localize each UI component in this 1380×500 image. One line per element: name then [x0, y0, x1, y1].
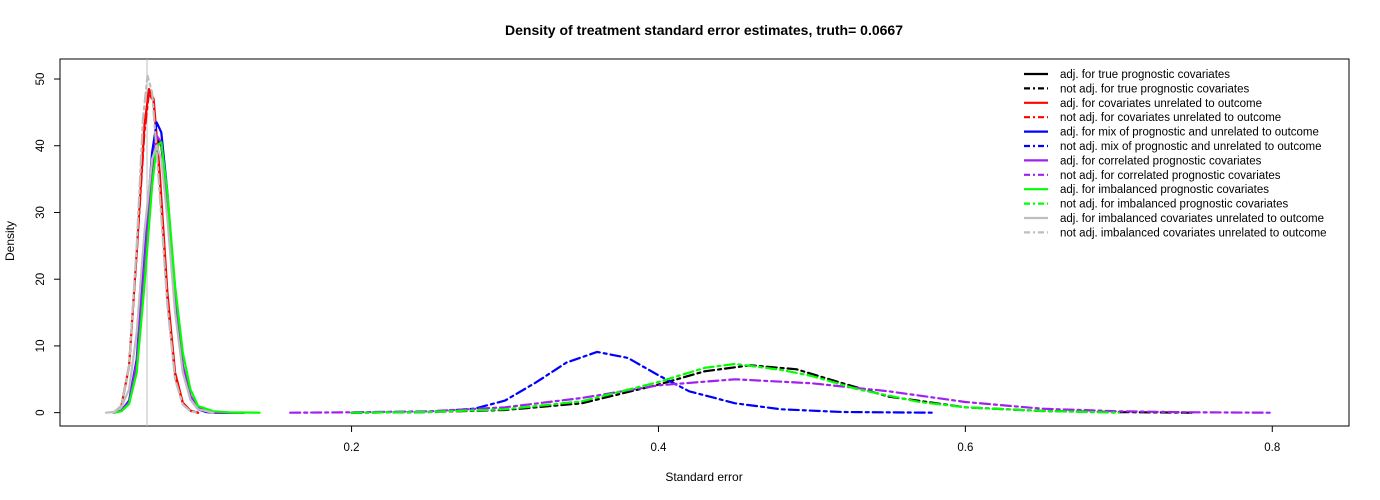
legend-label: not adj. for covariates unrelated to out…	[1060, 112, 1281, 124]
x-axis: 0.2 0.4 0.6 0.8	[344, 426, 1280, 454]
y-tick-label: 0	[35, 409, 47, 415]
y-axis: 0 10 20 30 40 50	[35, 73, 60, 416]
y-tick-label: 20	[35, 273, 47, 286]
y-axis-label: Density	[3, 221, 17, 261]
legend-label: not adj. for correlated prognostic covar…	[1060, 170, 1281, 182]
legend-label: not adj. for true prognostic covariates	[1060, 83, 1249, 95]
legend-label: adj. for covariates unrelated to outcome	[1060, 98, 1262, 110]
series-line-8	[289, 378, 1274, 414]
series-line-2	[350, 364, 1197, 414]
x-tick-label: 0.6	[957, 442, 973, 454]
series-line-12	[112, 74, 200, 414]
legend-label: adj. for imbalanced prognostic covariate…	[1060, 184, 1269, 196]
series-line-10	[350, 362, 1120, 414]
legend-label: adj. for correlated prognostic covariate…	[1060, 155, 1262, 167]
legend-label: not adj. imbalanced covariates unrelated…	[1060, 227, 1327, 239]
legend-label: adj. for true prognostic covariates	[1060, 69, 1230, 81]
y-tick-label: 50	[35, 73, 47, 86]
legend-label: adj. for imbalanced covariates unrelated…	[1060, 213, 1324, 225]
y-tick-label: 30	[35, 206, 47, 219]
legend: adj. for true prognostic covariates not a…	[1024, 69, 1327, 239]
legend-label: not adj. for imbalanced prognostic covar…	[1060, 199, 1288, 211]
x-axis-label: Standard error	[665, 470, 742, 484]
legend-label: not adj. mix of prognostic and unrelated…	[1060, 141, 1321, 153]
series-line-6	[350, 350, 936, 414]
chart-title: Density of treatment standard error esti…	[505, 22, 903, 38]
x-tick-label: 0.2	[344, 442, 360, 454]
y-tick-label: 10	[35, 340, 47, 353]
x-tick-label: 0.4	[650, 442, 667, 454]
plot-box	[59, 58, 1350, 427]
x-tick-label: 0.8	[1264, 442, 1280, 454]
density-series-layer	[104, 74, 1274, 414]
y-tick-label: 40	[35, 139, 47, 152]
legend-label: adj. for mix of prognostic and unrelated…	[1060, 127, 1319, 139]
series-line-9	[112, 141, 261, 414]
series-line-1	[112, 138, 246, 414]
